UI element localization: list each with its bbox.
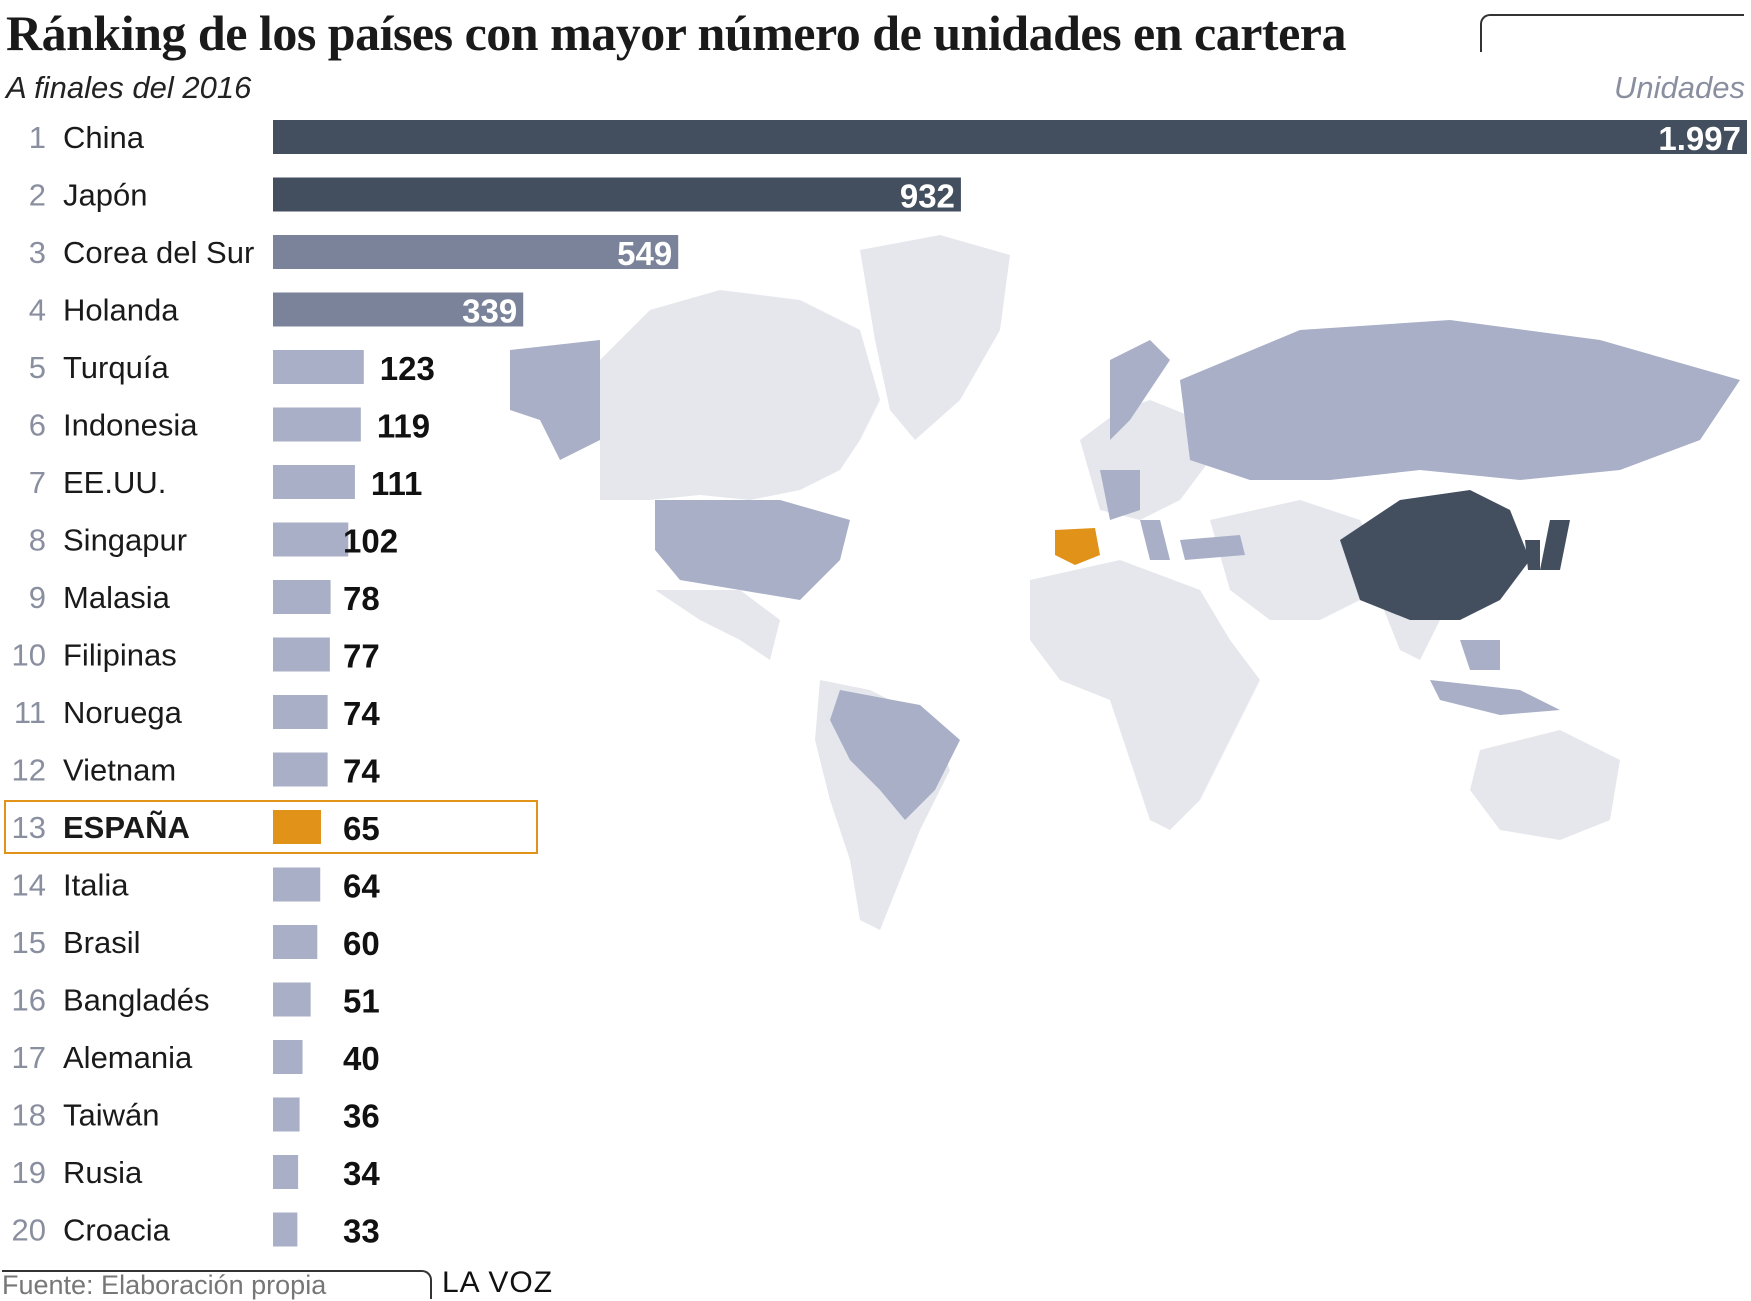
category-label: EE.UU. (63, 465, 166, 500)
category-label: Malasia (63, 580, 171, 615)
value-label: 64 (343, 868, 380, 905)
category-label: Indonesia (63, 408, 198, 443)
bar (273, 580, 331, 614)
units-label: Unidades (1614, 70, 1745, 105)
category-label: Brasil (63, 925, 141, 960)
rank-label: 2 (29, 178, 46, 213)
brand-logo-text: LA VOZ (442, 1266, 554, 1299)
bar (273, 120, 1747, 154)
value-label: 78 (343, 580, 380, 617)
value-label: 549 (617, 235, 672, 272)
value-label: 111 (371, 465, 422, 502)
rank-label: 5 (29, 350, 46, 385)
value-label: 65 (343, 810, 380, 847)
rank-label: 17 (12, 1040, 46, 1075)
bar (273, 407, 361, 442)
rank-label: 1 (29, 120, 46, 155)
category-label: Vietnam (63, 753, 176, 788)
chart-subtitle: A finales del 2016 (6, 70, 252, 105)
highlight-box (4, 800, 538, 854)
bar (273, 982, 311, 1017)
value-label: 34 (343, 1155, 380, 1192)
bar (273, 637, 330, 672)
value-label: 51 (343, 983, 380, 1020)
bar (273, 810, 321, 844)
rank-label: 6 (29, 408, 46, 443)
bar (273, 925, 318, 959)
value-label: 119 (377, 408, 430, 445)
bar (273, 350, 364, 384)
category-label: Noruega (63, 695, 183, 730)
category-label: China (63, 120, 145, 155)
rank-label: 12 (12, 753, 46, 788)
rank-label: 20 (12, 1213, 46, 1248)
bar (273, 752, 328, 787)
bar (273, 695, 328, 729)
bar (273, 292, 524, 327)
rank-label: 8 (29, 523, 46, 558)
category-label: Corea del Sur (63, 235, 254, 270)
map-countries (510, 320, 1740, 820)
value-label: 1.997 (1658, 120, 1741, 157)
category-label: Bangladés (63, 983, 210, 1018)
rank-label: 3 (29, 235, 46, 270)
rank-label: 18 (12, 1098, 46, 1133)
map-spain (1055, 528, 1100, 565)
bar (273, 1155, 299, 1189)
category-label: Rusia (63, 1155, 143, 1190)
value-label: 77 (343, 638, 380, 675)
map-dark-countries (1340, 490, 1570, 620)
category-label: Taiwán (63, 1098, 160, 1133)
value-label: 36 (343, 1098, 380, 1135)
value-label: 123 (380, 350, 435, 387)
bar (273, 1097, 300, 1132)
bar (273, 465, 355, 499)
rank-label: 7 (29, 465, 46, 500)
category-label: Turquía (63, 350, 169, 385)
bar (273, 1212, 298, 1247)
rank-label: 4 (29, 293, 46, 328)
value-label: 102 (343, 523, 398, 560)
rank-label: 9 (29, 580, 46, 615)
category-label: ESPAÑA (63, 810, 190, 845)
value-label: 74 (343, 753, 380, 790)
rank-label: 13 (12, 810, 46, 845)
bar (273, 1040, 303, 1074)
category-label: Singapur (63, 523, 187, 558)
rank-label: 14 (12, 868, 46, 903)
category-label: Filipinas (63, 638, 177, 673)
category-label: Croacia (63, 1213, 171, 1248)
category-label: Italia (63, 868, 129, 903)
rank-label: 15 (12, 925, 46, 960)
category-label: Japón (63, 178, 147, 213)
category-label: Holanda (63, 293, 179, 328)
bar (273, 522, 349, 557)
rank-label: 11 (14, 695, 46, 730)
value-label: 74 (343, 695, 380, 732)
rank-label: 10 (12, 638, 46, 673)
bar (273, 235, 679, 269)
category-label: Alemania (63, 1040, 193, 1075)
value-label: 60 (343, 925, 380, 962)
bar (273, 867, 321, 902)
value-label: 33 (343, 1213, 380, 1250)
chart-title: Ránking de los países con mayor número d… (6, 5, 1346, 61)
title-corner-decoration (1480, 14, 1744, 52)
value-label: 932 (900, 178, 955, 215)
source-text: Fuente: Elaboración propia (2, 1270, 327, 1300)
rank-label: 16 (12, 983, 46, 1018)
value-label: 339 (462, 293, 517, 330)
value-label: 40 (343, 1040, 380, 1077)
bar (273, 177, 961, 212)
rank-label: 19 (12, 1155, 46, 1190)
source-box: Fuente: Elaboración propia (2, 1270, 432, 1300)
